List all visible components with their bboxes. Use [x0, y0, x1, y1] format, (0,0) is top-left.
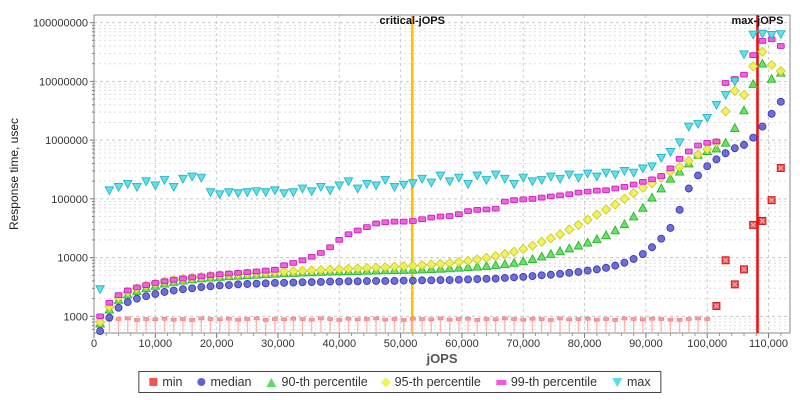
svg-text:100,000: 100,000 — [687, 338, 727, 350]
legend-label-90th: 90-th percentile — [281, 375, 368, 389]
svg-text:110,000: 110,000 — [749, 338, 788, 350]
svg-text:10000: 10000 — [57, 253, 88, 265]
svg-text:50,000: 50,000 — [384, 338, 418, 350]
series-max — [95, 29, 786, 295]
svg-text:60,000: 60,000 — [445, 338, 479, 350]
y-axis-title: Response time, usec — [7, 117, 21, 231]
svg-text:10,000: 10,000 — [138, 338, 172, 350]
series-min — [97, 164, 785, 332]
legend-item-99th: 99-th percentile — [495, 375, 598, 389]
critical-jops-label: critical-jOPS — [379, 15, 445, 27]
svg-text:80,000: 80,000 — [568, 338, 602, 350]
max-jops-label: max-jOPS — [731, 15, 784, 27]
legend-item-90th: 90-th percentile — [266, 375, 368, 389]
svg-text:0: 0 — [91, 338, 97, 350]
legend-item-min: min — [149, 375, 183, 389]
min-square-icon — [149, 378, 158, 386]
svg-text:10000000: 10000000 — [39, 76, 88, 88]
legend-label-99th: 99-th percentile — [510, 375, 598, 389]
svg-text:1000: 1000 — [64, 311, 88, 323]
legend: min median 90-th percentile 95-th percen… — [138, 371, 662, 393]
svg-text:30,000: 30,000 — [261, 338, 295, 350]
legend-item-median: median — [197, 375, 252, 389]
svg-text:90,000: 90,000 — [629, 338, 663, 350]
series-median — [96, 97, 785, 336]
legend-label-95th: 95-th percentile — [394, 375, 481, 389]
svg-text:100000: 100000 — [51, 194, 88, 206]
legend-item-95th: 95-th percentile — [381, 375, 481, 389]
svg-text:100000000: 100000000 — [33, 18, 88, 30]
svg-text:70,000: 70,000 — [506, 338, 540, 350]
legend-label-min: min — [162, 375, 183, 389]
svg-text:20,000: 20,000 — [200, 338, 234, 350]
legend-item-max: max — [612, 375, 651, 389]
p90-triangle-up-icon — [266, 377, 277, 387]
p99-rect-icon — [495, 379, 506, 385]
median-circle-icon — [197, 378, 206, 386]
svg-text:40,000: 40,000 — [322, 338, 356, 350]
max-triangle-down-icon — [612, 377, 623, 387]
legend-label-median: median — [210, 375, 252, 389]
svg-text:1000000: 1000000 — [45, 135, 88, 147]
legend-label-max: max — [627, 375, 651, 389]
axis-ticks-labels: 0 10,000 20,000 30,000 40,000 50,000 60,000 70,… — [33, 18, 788, 350]
x-axis-title: jOPS — [426, 351, 458, 366]
plot-border — [93, 14, 791, 334]
p95-diamond-icon — [381, 377, 392, 387]
